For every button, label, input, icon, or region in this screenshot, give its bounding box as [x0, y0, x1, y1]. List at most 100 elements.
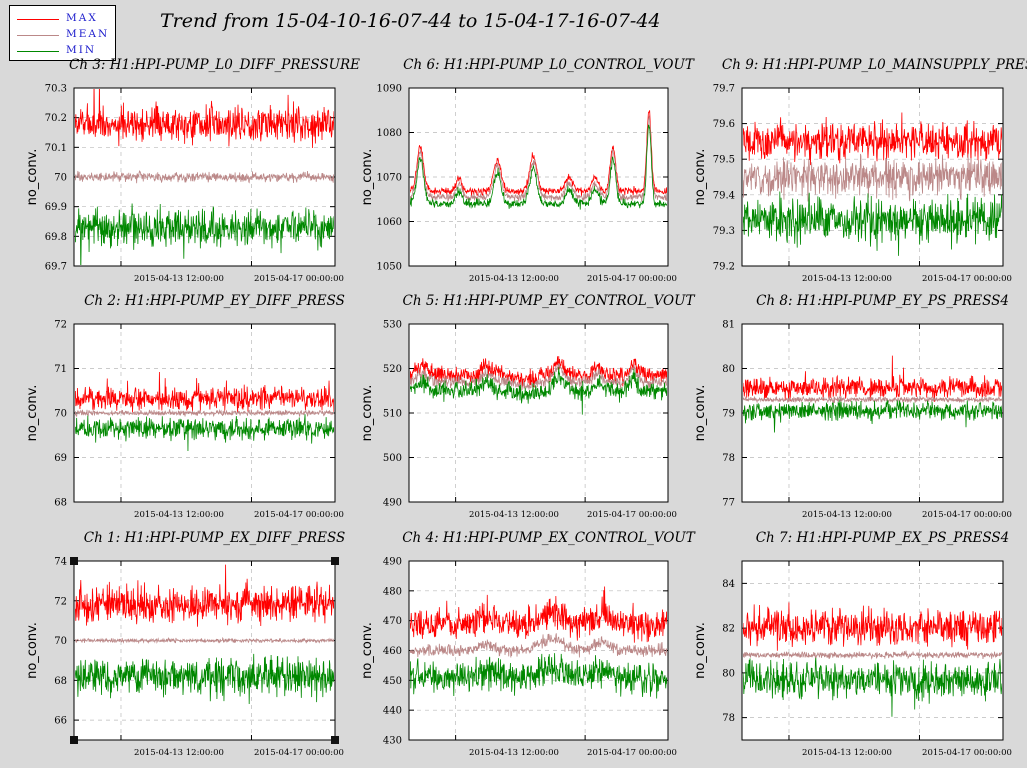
- y-tick-label: 510: [383, 409, 402, 420]
- chart-title: Ch 8: H1:HPI-PUMP_EY_PS_PRESS4: [756, 293, 1009, 309]
- series-mean-line: [75, 169, 334, 184]
- y-tick-label: 82: [722, 624, 735, 635]
- series-max-line: [75, 372, 334, 413]
- y-tick-label: 81: [722, 320, 735, 331]
- y-tick-label: 430: [383, 736, 402, 747]
- selection-handle: [331, 557, 339, 565]
- y-tick-label: 74: [54, 557, 67, 568]
- selection-handle: [331, 736, 339, 744]
- y-tick-label: 79: [722, 409, 735, 420]
- chart-panel: Ch 2: H1:HPI-PUMP_EY_DIFF_PRESS 68 69 70 71 7…: [25, 293, 345, 520]
- y-tick-label: 72: [54, 320, 67, 331]
- x-tick-label: 2015-04-13 12:00:00: [469, 510, 559, 520]
- chart-title: Ch 4: H1:HPI-PUMP_EX_CONTROL_VOUT: [402, 530, 696, 546]
- y-tick-label: 490: [383, 557, 402, 568]
- series-min-line: [75, 653, 334, 705]
- y-tick-label: 70: [54, 409, 67, 420]
- y-tick-label: 69.8: [45, 232, 67, 243]
- series-mean-line: [743, 153, 1002, 202]
- y-axis-label: no_conv.: [360, 385, 375, 442]
- y-axis-label: no_conv.: [693, 149, 708, 206]
- y-tick-label: 80: [722, 668, 735, 679]
- series-min-line: [410, 653, 667, 699]
- series-mean-line: [410, 115, 667, 202]
- y-tick-label: 79.7: [713, 84, 735, 95]
- chart-title: Ch 3: H1:HPI-PUMP_L0_DIFF_PRESSURE: [69, 57, 360, 73]
- x-tick-label: 2015-04-17 00:00:00: [254, 274, 344, 284]
- y-axis-label: no_conv.: [693, 622, 708, 679]
- x-tick-label: 2015-04-17 00:00:00: [922, 274, 1012, 284]
- series-min-line: [743, 657, 1002, 717]
- y-axis-label: no_conv.: [25, 385, 40, 442]
- series-max-line: [743, 112, 1002, 166]
- legend-swatch-mean: [17, 35, 59, 36]
- chart-panel: Ch 1: H1:HPI-PUMP_EX_DIFF_PRESS 66 68 70 72 7…: [25, 530, 345, 758]
- series-max-line: [743, 602, 1002, 651]
- y-tick-label: 440: [383, 706, 402, 717]
- selection-handle: [70, 557, 78, 565]
- y-tick-label: 69: [54, 453, 67, 464]
- series-min-line: [75, 203, 334, 265]
- y-axis-label: no_conv.: [25, 622, 40, 679]
- y-tick-label: 72: [54, 596, 67, 607]
- series-min-line: [410, 367, 667, 415]
- legend-entry-min: MIN: [10, 44, 115, 60]
- x-tick-label: 2015-04-17 00:00:00: [587, 274, 677, 284]
- y-tick-label: 68: [54, 676, 67, 687]
- y-axis-label: no_conv.: [360, 622, 375, 679]
- x-tick-label: 2015-04-13 12:00:00: [802, 748, 892, 758]
- y-tick-label: 70.2: [45, 113, 67, 124]
- series-max-line: [75, 564, 334, 627]
- x-tick-label: 2015-04-13 12:00:00: [802, 510, 892, 520]
- y-tick-label: 69.9: [45, 202, 67, 213]
- y-tick-label: 70.1: [45, 143, 67, 154]
- y-tick-label: 68: [54, 498, 67, 509]
- legend-swatch-min: [17, 51, 59, 52]
- y-tick-label: 530: [383, 320, 402, 331]
- chart-panel: Ch 4: H1:HPI-PUMP_EX_CONTROL_VOUT 430 440 4…: [360, 530, 696, 758]
- series-min-line: [743, 399, 1002, 433]
- chart-panel: Ch 9: H1:HPI-PUMP_L0_MAINSUPPLY_PRESS 79.…: [693, 57, 1027, 284]
- chart-title: Ch 9: H1:HPI-PUMP_L0_MAINSUPPLY_PRESS: [722, 57, 1027, 73]
- y-tick-label: 77: [722, 498, 735, 509]
- x-tick-label: 2015-04-13 12:00:00: [134, 510, 224, 520]
- series-mean-line: [410, 363, 667, 391]
- x-tick-label: 2015-04-13 12:00:00: [469, 274, 559, 284]
- legend-swatch-max: [17, 19, 59, 20]
- y-axis-label: no_conv.: [25, 149, 40, 206]
- chart-title: Ch 5: H1:HPI-PUMP_EY_CONTROL_VOUT: [403, 293, 696, 309]
- y-tick-label: 71: [54, 364, 67, 375]
- series-min-line: [410, 124, 667, 210]
- y-tick-label: 79.6: [713, 119, 735, 130]
- chart-panel: Ch 5: H1:HPI-PUMP_EY_CONTROL_VOUT 490 500 5…: [360, 293, 695, 520]
- x-tick-label: 2015-04-17 00:00:00: [254, 748, 344, 758]
- y-tick-label: 1070: [377, 173, 402, 184]
- series-mean-line: [743, 395, 1002, 404]
- y-tick-label: 480: [383, 586, 402, 597]
- x-tick-label: 2015-04-13 12:00:00: [134, 274, 224, 284]
- legend-entry-mean: MEAN: [10, 28, 115, 44]
- chart-title: Ch 2: H1:HPI-PUMP_EY_DIFF_PRESS: [84, 293, 345, 309]
- y-tick-label: 80: [722, 364, 735, 375]
- x-tick-label: 2015-04-13 12:00:00: [802, 274, 892, 284]
- y-tick-label: 70.3: [45, 84, 67, 95]
- x-tick-label: 2015-04-13 12:00:00: [134, 748, 224, 758]
- x-tick-label: 2015-04-17 00:00:00: [587, 748, 677, 758]
- y-tick-label: 69.7: [45, 262, 67, 273]
- y-tick-label: 490: [383, 498, 402, 509]
- y-axis-label: no_conv.: [693, 385, 708, 442]
- series-mean-line: [75, 408, 334, 418]
- legend-label-min: MIN: [66, 44, 97, 56]
- y-tick-label: 1090: [377, 84, 402, 95]
- chart-panel: Ch 3: H1:HPI-PUMP_L0_DIFF_PRESSURE 69.7 69…: [25, 57, 360, 284]
- y-tick-label: 79.4: [713, 190, 735, 201]
- y-tick-label: 70: [54, 636, 67, 647]
- y-tick-label: 450: [383, 676, 402, 687]
- series-mean-line: [743, 650, 1002, 660]
- x-tick-label: 2015-04-17 00:00:00: [254, 510, 344, 520]
- x-tick-label: 2015-04-17 00:00:00: [922, 748, 1012, 758]
- y-tick-label: 500: [383, 453, 402, 464]
- legend: MAX MEAN MIN: [9, 5, 116, 61]
- y-tick-label: 66: [54, 716, 67, 727]
